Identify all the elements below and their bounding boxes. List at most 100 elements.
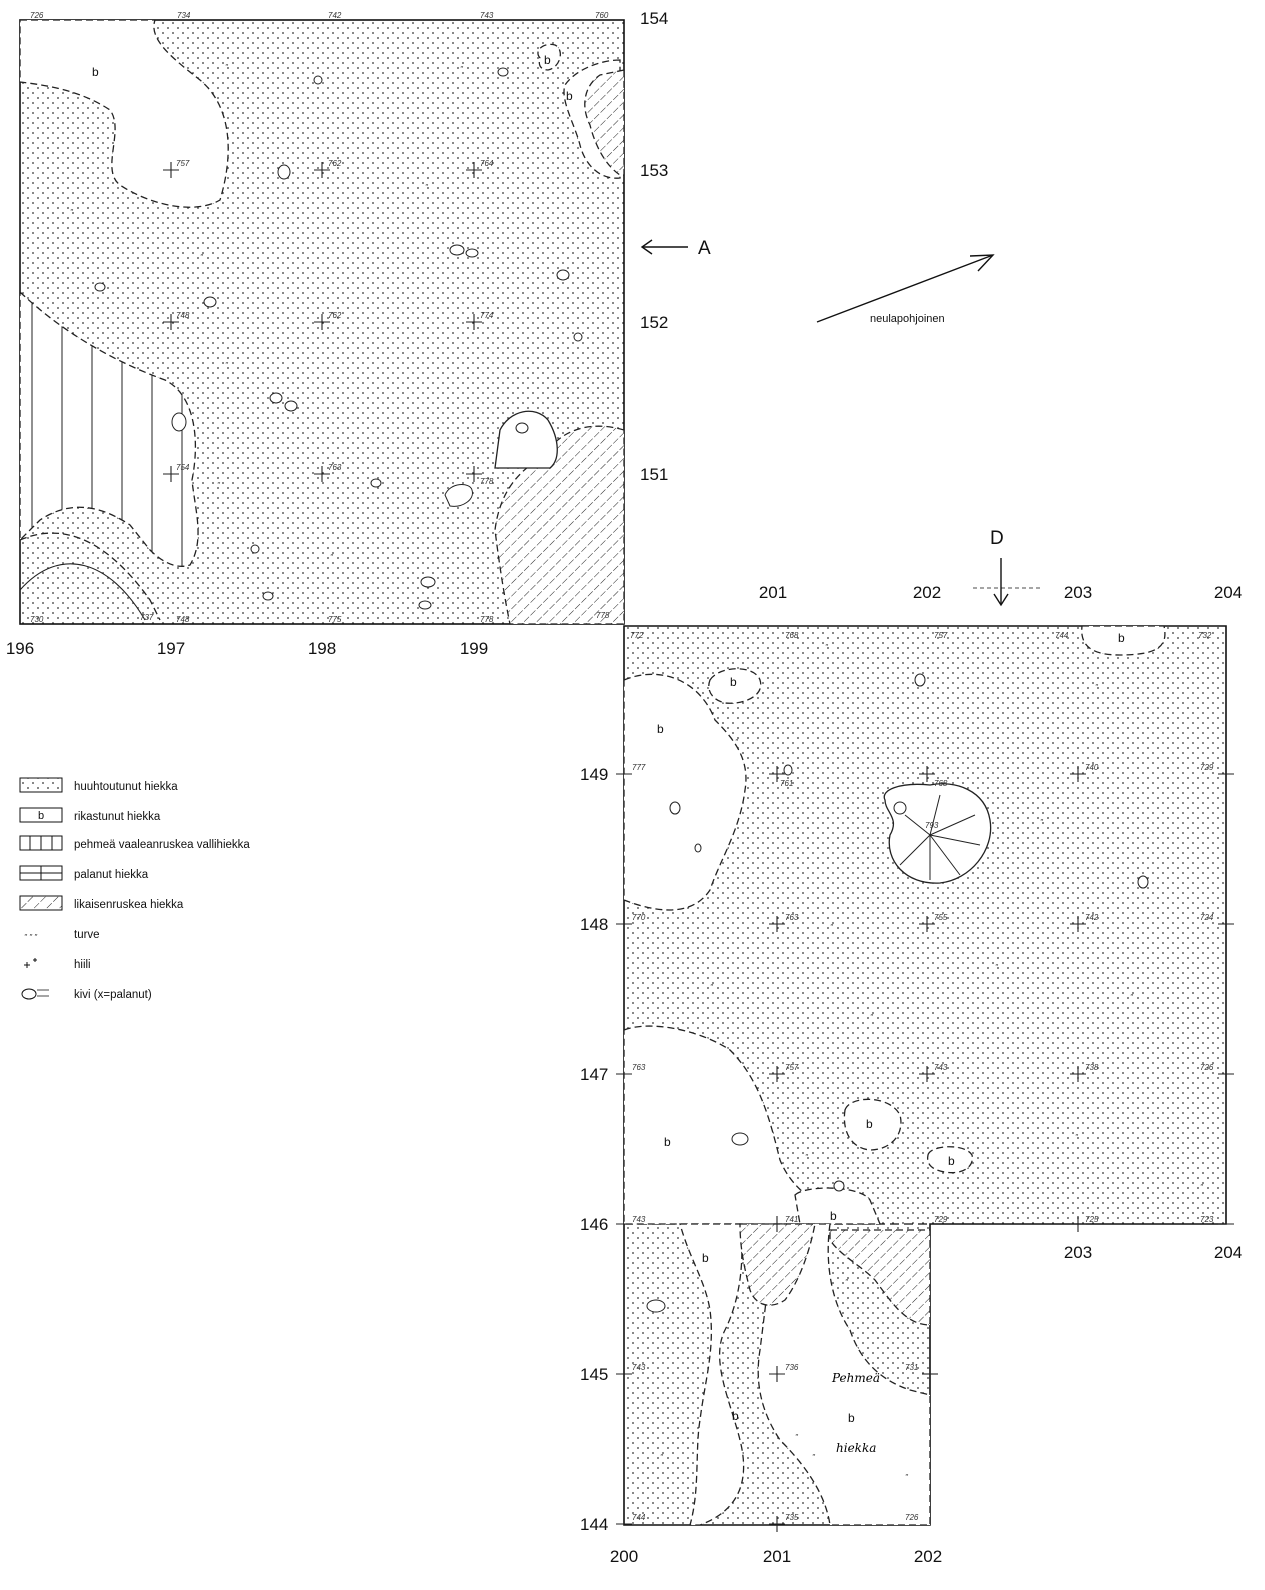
- zone-b-label: b: [566, 89, 573, 103]
- pit-feature: [883, 783, 992, 884]
- svg-text:762: 762: [328, 311, 342, 320]
- elevation-notes-south: 772 768 757 744 732 777 761 768 740 729 …: [630, 631, 1214, 1522]
- svg-text:199: 199: [460, 639, 488, 658]
- svg-text:740: 740: [1085, 763, 1099, 772]
- svg-text:754: 754: [176, 463, 190, 472]
- svg-text:763: 763: [632, 1063, 646, 1072]
- svg-text:": ": [200, 253, 204, 262]
- svg-text:b: b: [866, 1117, 873, 1131]
- svg-text:b: b: [1118, 631, 1125, 645]
- legend-item-dots: huuhtoutunut hiekka: [19, 777, 178, 793]
- svg-text:b: b: [948, 1154, 955, 1168]
- svg-text:": ": [70, 208, 74, 217]
- zone-b-center-1: [843, 1098, 902, 1151]
- legend-item-grid: palanut hiekka: [19, 865, 149, 881]
- svg-text:778: 778: [480, 477, 494, 486]
- legend-item-b: b rikastunut hiekka: [19, 807, 161, 823]
- svg-text:b: b: [732, 1409, 739, 1423]
- svg-text:772: 772: [630, 631, 644, 640]
- zone-b-label: b: [544, 53, 551, 67]
- svg-text:": ": [330, 553, 334, 562]
- svg-text:152: 152: [640, 313, 668, 332]
- zone-b-lower-central: [757, 1223, 931, 1526]
- south-axis-y: 149 148 147 146 145 144: [580, 765, 608, 1534]
- svg-text:rikastunut hiekka: rikastunut hiekka: [74, 811, 161, 823]
- svg-text:202: 202: [914, 1547, 942, 1566]
- svg-text:201: 201: [759, 583, 787, 602]
- svg-text:b: b: [664, 1135, 671, 1149]
- svg-text:202: 202: [913, 583, 941, 602]
- svg-text:724: 724: [1200, 913, 1214, 922]
- svg-text:145: 145: [580, 1365, 608, 1384]
- svg-text:743: 743: [480, 11, 494, 20]
- svg-text:": ": [217, 481, 221, 490]
- svg-text:": ": [735, 738, 739, 747]
- zone-vertical-west: [19, 290, 199, 567]
- svg-text:": ": [830, 923, 834, 932]
- grid-crosses-north: [163, 162, 482, 482]
- section-marker-d: D: [973, 528, 1043, 607]
- svg-text:palanut hiekka: palanut hiekka: [74, 869, 149, 881]
- svg-text:": ": [795, 1433, 799, 1442]
- legend-item-hiili: hiili: [24, 958, 91, 971]
- svg-text:768: 768: [934, 779, 948, 788]
- south-axis-x-top: 201 202 203 204: [759, 583, 1242, 602]
- hatch-south-1: [739, 1223, 816, 1306]
- pit-slope-lines: [899, 794, 981, 880]
- grid-crosses-south: [616, 766, 1234, 1532]
- svg-text:729: 729: [1200, 763, 1214, 772]
- south-axis-x-bottom: 200 201 202: [610, 1547, 942, 1566]
- svg-text:744: 744: [1055, 631, 1069, 640]
- svg-text:726: 726: [30, 11, 44, 20]
- svg-text:748: 748: [176, 615, 190, 624]
- svg-text:": ": [825, 643, 829, 652]
- svg-text:203: 203: [1064, 583, 1092, 602]
- svg-text:196: 196: [6, 639, 34, 658]
- svg-text:737: 737: [140, 613, 154, 622]
- svg-text:hiili: hiili: [74, 959, 91, 971]
- svg-text:": ": [1040, 818, 1044, 827]
- hatch-north-south-east: [494, 425, 625, 625]
- svg-text:153: 153: [640, 161, 668, 180]
- svg-text:149: 149: [580, 765, 608, 784]
- elevation-notes-north: 726 734 742 743 760 757 762 764 748 762 …: [30, 11, 610, 624]
- legend-item-kivi: kivi (x=palanut): [21, 988, 152, 1001]
- svg-text:": ": [1130, 993, 1134, 1002]
- svg-text:pehmeä vaaleanruskea vallihiek: pehmeä vaaleanruskea vallihiekka: [74, 839, 250, 851]
- svg-text:760: 760: [595, 11, 609, 20]
- svg-text:744: 744: [632, 1513, 646, 1522]
- svg-text:": ": [710, 983, 714, 992]
- legend-item-hatch: likaisenruskea hiekka: [19, 895, 184, 911]
- svg-text:": ": [660, 1453, 664, 1462]
- handwritten-note-1: Pehmeä: [831, 1371, 880, 1385]
- svg-text:726: 726: [1200, 1063, 1214, 1072]
- zone-b-small-north: [537, 43, 561, 71]
- svg-text:kivi (x=palanut): kivi (x=palanut): [74, 989, 152, 1001]
- svg-text:743: 743: [632, 1215, 646, 1224]
- svg-text:764: 764: [480, 159, 494, 168]
- svg-text:742: 742: [1085, 913, 1099, 922]
- handwritten-note-2: hiekka: [836, 1441, 876, 1455]
- svg-text:736: 736: [785, 1363, 799, 1372]
- svg-text:b: b: [38, 810, 44, 822]
- svg-text:763: 763: [785, 913, 799, 922]
- svg-text:": ": [812, 1453, 816, 1462]
- svg-text:748: 748: [176, 311, 190, 320]
- svg-text:148: 148: [580, 915, 608, 934]
- svg-text:" " ": " " ": [24, 933, 38, 942]
- svg-text:203: 203: [1064, 1243, 1092, 1262]
- north-axis-y: 154 153 152 151: [640, 9, 668, 484]
- zone-b-top-right: [1081, 625, 1166, 656]
- legend-item-turve: " " " turve: [24, 929, 100, 942]
- south-sheet: 772 768 757 744 732 777 761 768 740 729 …: [616, 625, 1234, 1532]
- svg-text:777: 777: [632, 763, 646, 772]
- svg-text:b: b: [657, 722, 664, 736]
- zone-b-lower-west: [679, 1223, 745, 1526]
- zone-b-label: b: [92, 65, 99, 79]
- svg-text:": ": [225, 361, 229, 370]
- zone-b-labels-south: b b b b b b b b b b: [657, 631, 1125, 1425]
- svg-text:778: 778: [596, 611, 610, 620]
- svg-text:734: 734: [177, 11, 191, 20]
- svg-text:": ": [995, 963, 999, 972]
- section-marker-a: A: [640, 238, 711, 259]
